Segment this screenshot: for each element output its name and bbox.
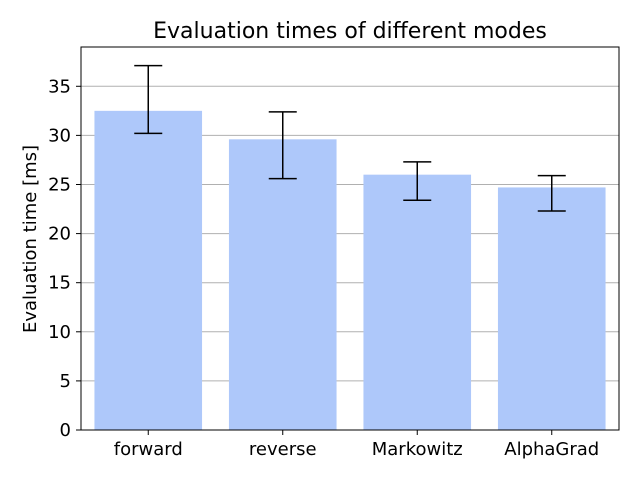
chart-title: Evaluation times of different modes	[153, 19, 547, 44]
bar	[228, 139, 337, 431]
y-tick-label: 15	[48, 273, 71, 294]
y-tick-label: 30	[48, 125, 71, 146]
y-tick-label: 5	[60, 371, 71, 392]
error-bars	[134, 64, 566, 212]
y-tick-label: 10	[48, 322, 71, 343]
y-tick-label: 20	[48, 224, 71, 245]
plot-frame	[80, 46, 620, 431]
y-axis-label: Evaluation time [ms]	[20, 145, 41, 333]
x-axis-ticks: forward reverse Markowitz AlphaGrad	[114, 430, 599, 460]
bar	[94, 110, 203, 430]
bar	[497, 187, 606, 430]
bars	[94, 110, 606, 431]
x-tick-label: AlphaGrad	[504, 439, 599, 460]
x-tick-label: reverse	[249, 439, 317, 460]
y-axis-ticks: 0 5 10 15 20 25 30 35	[48, 76, 81, 441]
bar	[363, 174, 472, 430]
y-tick-label: 25	[48, 174, 71, 195]
x-tick-label: Markowitz	[372, 439, 463, 460]
y-tick-label: 35	[48, 76, 71, 97]
y-tick-label: 0	[60, 420, 71, 441]
x-tick-label: forward	[114, 439, 183, 460]
